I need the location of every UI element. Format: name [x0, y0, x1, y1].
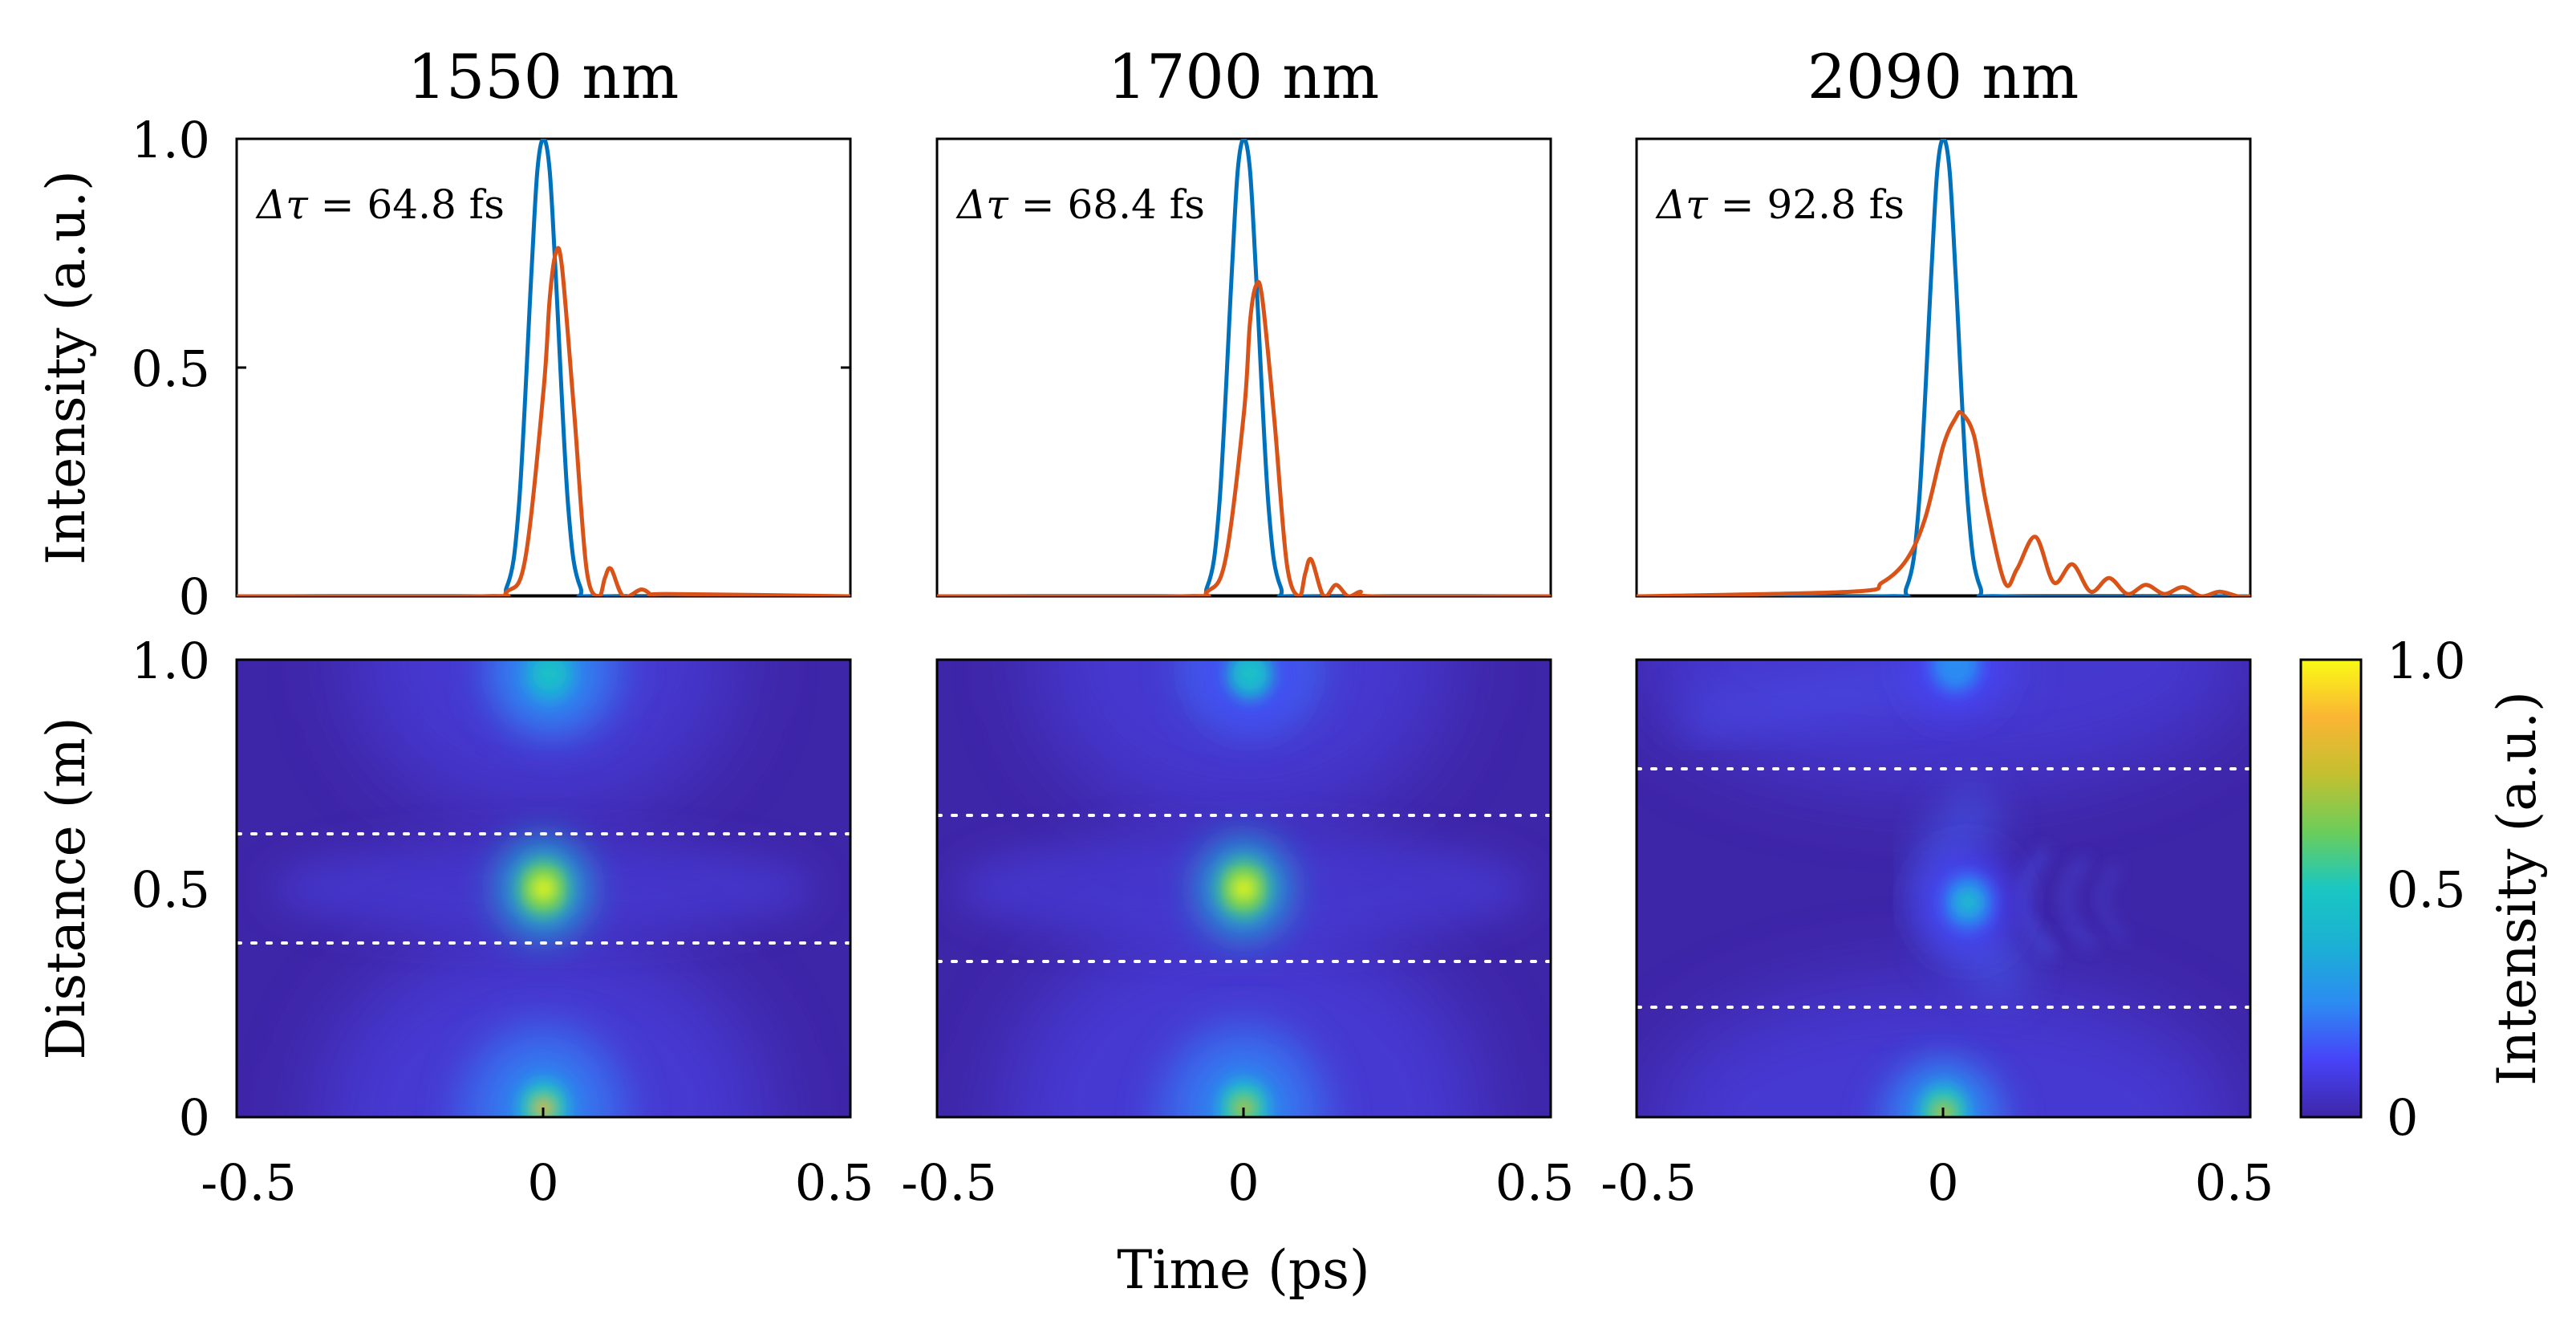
x-tick-label: 0.5	[795, 1153, 874, 1212]
panel-title: 1700 nm	[1108, 41, 1380, 112]
intensity-peak	[1931, 660, 1980, 692]
intensity-peak	[532, 1096, 555, 1117]
colorbar: 1.0 0.5 0 Intensity (a.u.)	[2299, 632, 2548, 1147]
heatmap-panel-2090: -0.5 0 0.5	[1600, 658, 2274, 1212]
colorbar-fill	[2301, 660, 2361, 1117]
delta-tau-value: = 64.8 fs	[308, 181, 505, 228]
y-tick-label: 0.5	[131, 860, 210, 919]
heatmap-image	[237, 660, 850, 1117]
delta-tau-symbol: Δτ	[255, 181, 309, 228]
y-tick-label: 0	[179, 567, 210, 626]
y-tick-label: 1.0	[131, 632, 210, 690]
line-panel-2090: 2090 nm Δτ = 92.8 fs	[1635, 41, 2252, 598]
intensity-peak	[1232, 877, 1256, 900]
intensity-peak	[538, 662, 562, 685]
output-pulse-line	[237, 246, 850, 596]
y-tick-label: 1.0	[131, 111, 210, 169]
panel-title: 2090 nm	[1807, 41, 2079, 112]
line-panel-1700: 1700 nm Δτ = 68.4 fs	[935, 41, 1552, 598]
colorbar-frame	[2299, 658, 2363, 1119]
line-panel-1550: 1550 nm Δτ = 64.8 fs 1.0 0.5 0 Intensity…	[35, 41, 852, 626]
heatmap-image	[937, 660, 1551, 1117]
x-tick-label: 0	[527, 1153, 558, 1212]
heatmap-panel-1550: 1.0 0.5 0 -0.5 0 0.5 Distance (m)	[35, 632, 874, 1212]
heatmap-panel-1700: -0.5 0 0.5	[901, 658, 1575, 1212]
delta-tau-symbol: Δτ	[955, 181, 1009, 228]
y-tick-label: 0.5	[131, 339, 210, 398]
colorbar-tick-label: 1.0	[2387, 632, 2466, 690]
input-pulse-line	[1637, 139, 2250, 596]
delta-tau-value: = 92.8 fs	[1708, 181, 1905, 228]
intensity-peak	[1944, 660, 1967, 676]
intensity-peak	[1239, 662, 1262, 685]
pulse-duration-annotation: Δτ = 92.8 fs	[1655, 181, 1905, 228]
intensity-peak	[1232, 1096, 1256, 1117]
y-axis-label: Intensity (a.u.)	[35, 170, 97, 565]
pulse-duration-annotation: Δτ = 64.8 fs	[255, 181, 505, 228]
x-tick-label: -0.5	[1600, 1153, 1697, 1212]
output-pulse-line	[937, 279, 1551, 596]
y-tick-label: 0	[179, 1088, 210, 1147]
colorbar-label: Intensity (a.u.)	[2486, 691, 2548, 1086]
x-tick-label: 0.5	[2195, 1153, 2274, 1212]
x-tick-label: -0.5	[201, 1153, 297, 1212]
panel-title: 1550 nm	[408, 41, 679, 112]
x-tick-label: 0	[1227, 1153, 1259, 1212]
intensity-peak	[532, 877, 555, 900]
heatmap-image	[1637, 660, 2250, 1117]
pulse-duration-annotation: Δτ = 68.4 fs	[955, 181, 1205, 228]
x-tick-label: -0.5	[901, 1153, 997, 1212]
intensity-peak	[1919, 1085, 1968, 1117]
colorbar-tick-label: 0.5	[2387, 860, 2466, 919]
x-tick-label: 0	[1927, 1153, 1958, 1212]
delta-tau-symbol: Δτ	[1655, 181, 1709, 228]
y-axis-label: Distance (m)	[35, 717, 97, 1059]
x-tick-label: 0.5	[1495, 1153, 1575, 1212]
colorbar-tick-label: 0	[2387, 1088, 2418, 1147]
output-pulse-line	[1637, 409, 2250, 596]
x-axis-label: Time (ps)	[1117, 1239, 1369, 1301]
delta-tau-value: = 68.4 fs	[1008, 181, 1205, 228]
intensity-peak	[1957, 891, 1980, 914]
